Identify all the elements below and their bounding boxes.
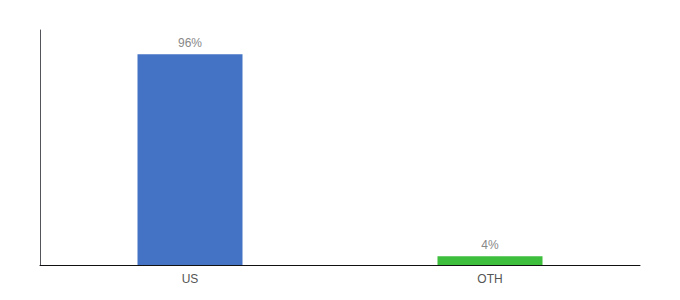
svg-text:US: US [182, 272, 199, 286]
svg-text:96%: 96% [178, 36, 202, 50]
svg-text:OTH: OTH [477, 272, 502, 286]
svg-text:4%: 4% [481, 238, 499, 252]
